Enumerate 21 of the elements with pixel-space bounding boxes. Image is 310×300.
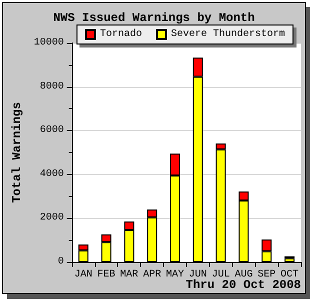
y-tick-label: 8000 <box>40 81 64 92</box>
y-tick-label: 4000 <box>40 168 64 180</box>
x-tick-label: JAN <box>74 270 92 280</box>
x-tick-label: OCT <box>280 270 299 280</box>
y-tick-label: 10000 <box>34 38 64 48</box>
x-tick-label: MAY <box>166 270 184 280</box>
x-tick-label: JUL <box>212 270 230 280</box>
x-tick-label: AUG <box>234 270 253 280</box>
legend-label: Tornado <box>100 28 142 40</box>
y-axis-title: Total Warnings <box>10 102 24 203</box>
chart-title: NWS Issued Warnings by Month <box>53 11 255 25</box>
y-tick-label: 6000 <box>40 125 64 136</box>
legend-label: Severe Thunderstorm <box>170 28 286 40</box>
y-tick-label: 0 <box>58 256 64 268</box>
x-tick-label: FEB <box>97 270 116 280</box>
x-tick-label: JUN <box>188 270 207 280</box>
text: Thru 20 Oct 2008 <box>186 278 301 292</box>
x-tick-label: APR <box>143 270 162 280</box>
x-tick-label: MAR <box>120 270 138 280</box>
y-tick-label: 2000 <box>40 212 64 224</box>
x-tick-label: SEP <box>258 270 276 280</box>
